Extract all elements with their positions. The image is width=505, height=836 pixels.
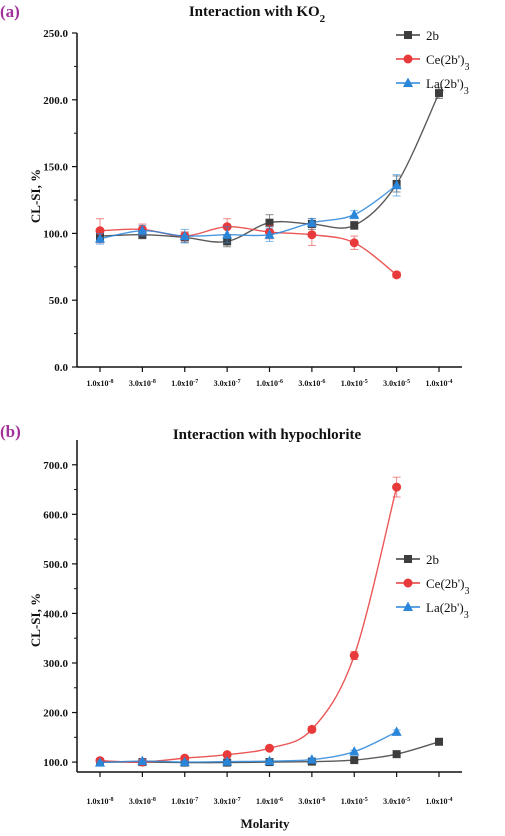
data-point — [435, 737, 443, 746]
legend-label: 2b — [426, 552, 439, 567]
legend-marker — [404, 31, 412, 39]
chart-panel-b: (b) Interaction with hypochlorite 100.0 200… — [0, 422, 469, 831]
chart-title: Interaction with KO2 — [189, 4, 326, 25]
data-point — [265, 743, 274, 753]
chart-panel-a: (a) Interaction with KO2 0.0 50.0 100.0 150.0… — [0, 2, 469, 388]
legend: 2b Ce(2b')3 La(2b')3 — [396, 552, 469, 621]
x-tick-label: 3.0x10-5 — [383, 379, 410, 388]
data-point — [264, 755, 275, 766]
x-tick-label: 3.0x10-7 — [214, 797, 241, 806]
x-tick-label: 1.0x10-5 — [341, 797, 368, 806]
data-point — [392, 482, 402, 492]
data-point — [222, 750, 232, 760]
data-point — [349, 746, 360, 756]
data-point — [350, 756, 359, 765]
legend-label: 2b — [426, 28, 439, 43]
data-point — [95, 233, 105, 243]
data-point — [222, 229, 233, 239]
data-point — [392, 750, 401, 759]
x-axis-label: Molarity — [240, 816, 290, 831]
data-point — [349, 238, 359, 248]
panel-label: (a) — [0, 2, 20, 21]
x-tick-label: 3.0x10-8 — [129, 379, 156, 388]
legend-marker — [403, 578, 413, 588]
data-point — [307, 230, 317, 240]
series-line — [99, 486, 398, 763]
y-tick-label: 100.0 — [43, 228, 68, 240]
data-point — [265, 218, 274, 227]
series-1 — [95, 476, 402, 767]
x-tick-label: 1.0x10-4 — [426, 797, 453, 806]
data-point — [264, 229, 275, 239]
legend-marker — [403, 54, 413, 64]
data-point — [349, 651, 359, 661]
legend-label: Ce(2b')3 — [426, 52, 469, 73]
series-0 — [96, 87, 443, 248]
x-tick-label: 3.0x10-5 — [383, 797, 410, 806]
legend-label: Ce(2b')3 — [426, 576, 469, 597]
y-tick-label: 200.0 — [43, 95, 68, 107]
x-tick-label: 3.0x10-6 — [298, 379, 325, 388]
data-point — [137, 755, 148, 766]
data-point — [179, 756, 190, 767]
y-tick-label: 150.0 — [43, 162, 68, 174]
y-tick-label: 0.0 — [54, 362, 68, 374]
series-2 — [95, 726, 402, 767]
data-point — [392, 270, 402, 280]
data-point — [306, 754, 317, 764]
y-axis-label: CL-SI, % — [28, 593, 43, 647]
x-tick-label: 1.0x10-8 — [87, 379, 114, 388]
y-tick-label: 100.0 — [43, 757, 68, 769]
y-tick-label: 700.0 — [43, 460, 68, 472]
x-tick-label: 1.0x10-6 — [256, 797, 283, 806]
x-tick-label: 1.0x10-7 — [171, 379, 198, 388]
legend-label: La(2b')3 — [426, 76, 469, 97]
x-tick-label: 3.0x10-8 — [129, 797, 156, 806]
y-tick-label: 50.0 — [49, 295, 69, 307]
legend-marker — [403, 601, 413, 611]
x-tick-label: 1.0x10-8 — [87, 797, 114, 806]
data-point — [307, 724, 317, 734]
y-tick-label: 600.0 — [43, 509, 68, 521]
x-tick-label: 3.0x10-7 — [214, 379, 241, 388]
x-tick-label: 1.0x10-5 — [341, 379, 368, 388]
x-tick-label: 3.0x10-6 — [298, 797, 325, 806]
y-tick-label: 200.0 — [43, 708, 68, 720]
data-point — [306, 217, 317, 227]
data-point — [95, 757, 105, 767]
y-axis-label: CL-SI, % — [28, 169, 43, 223]
x-tick-label: 1.0x10-7 — [171, 797, 198, 806]
data-point — [391, 179, 402, 190]
x-tick-label: 1.0x10-4 — [426, 379, 453, 388]
data-point — [349, 209, 360, 219]
x-tick-label: 1.0x10-6 — [256, 379, 283, 388]
y-tick-label: 400.0 — [43, 608, 68, 620]
data-point — [391, 726, 402, 736]
data-point — [222, 756, 233, 766]
panel-label: (b) — [0, 422, 21, 441]
series-2 — [95, 174, 402, 245]
chart-title: Interaction with hypochlorite — [173, 427, 362, 443]
legend: 2b Ce(2b')3 La(2b')3 — [396, 28, 469, 97]
legend-marker — [403, 77, 413, 87]
legend-marker — [404, 555, 412, 563]
data-point — [435, 89, 443, 98]
y-tick-label: 250.0 — [43, 28, 68, 40]
data-point — [137, 225, 148, 235]
y-tick-label: 500.0 — [43, 559, 68, 571]
y-tick-label: 300.0 — [43, 658, 68, 670]
data-point — [350, 221, 359, 230]
legend-label: La(2b')3 — [426, 600, 469, 621]
data-point — [179, 230, 190, 241]
